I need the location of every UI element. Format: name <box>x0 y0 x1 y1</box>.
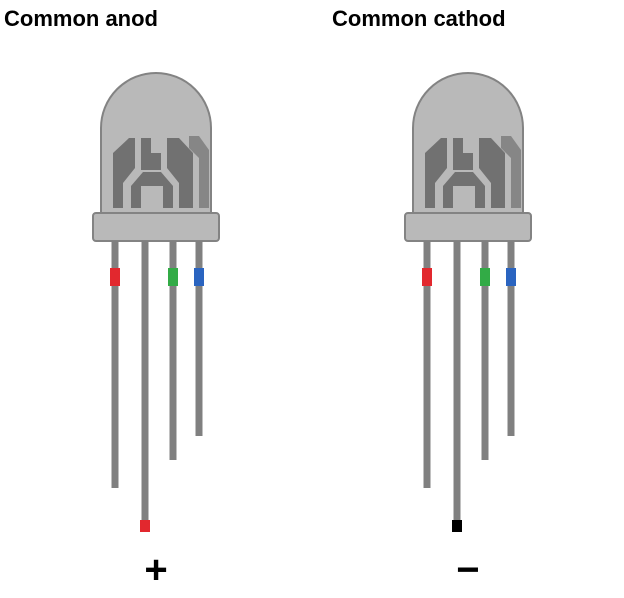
marker-common-tip <box>140 520 150 532</box>
right-led-icon <box>383 58 553 548</box>
marker-green <box>168 268 178 286</box>
left-symbol: + <box>144 550 167 590</box>
led-body <box>405 73 531 241</box>
diagram-wrap: Common anod <box>0 0 624 598</box>
right-symbol: − <box>456 550 479 590</box>
leads <box>115 241 199 528</box>
marker-red <box>110 268 120 286</box>
right-title: Common cathod <box>332 6 506 32</box>
marker-green <box>480 268 490 286</box>
marker-common-tip <box>452 520 462 532</box>
left-column: Common anod <box>0 0 312 598</box>
marker-red <box>422 268 432 286</box>
left-led-icon <box>71 58 241 548</box>
left-title: Common anod <box>4 6 158 32</box>
leads <box>427 241 511 528</box>
marker-blue <box>506 268 516 286</box>
right-column: Common cathod <box>312 0 624 598</box>
marker-blue <box>194 268 204 286</box>
led-body <box>93 73 219 241</box>
